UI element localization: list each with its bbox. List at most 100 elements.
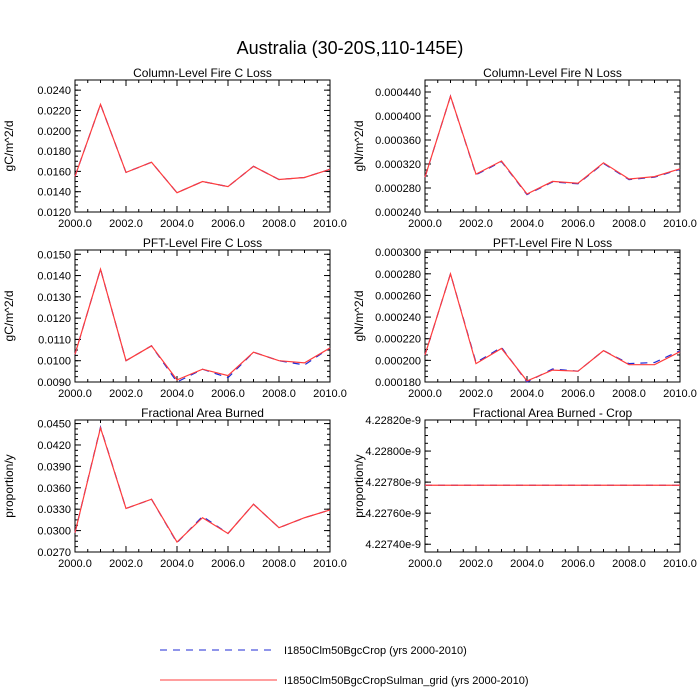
y-tick-label: 0.0180 bbox=[37, 146, 71, 158]
legend: I1850Clm50BgcCrop (yrs 2000-2010) I1850C… bbox=[160, 645, 529, 687]
panel-6: Fractional Area Burned - Crop 2000.0 2002.… bbox=[352, 406, 697, 570]
x-tick-label: 2006.0 bbox=[211, 388, 245, 400]
x-tick-label: 2004.0 bbox=[510, 558, 544, 570]
y-axis-label: gN/m^2/d bbox=[352, 121, 366, 172]
x-tick-label: 2006.0 bbox=[561, 388, 595, 400]
y-tick-label: 4.22800e-9 bbox=[365, 446, 421, 458]
x-tick-label: 2010.0 bbox=[313, 218, 347, 230]
y-tick-label: 0.0140 bbox=[37, 271, 71, 283]
y-tick-label: 0.000440 bbox=[375, 87, 421, 99]
y-tick-label: 0.0270 bbox=[37, 547, 71, 559]
y-tick-label: 0.0200 bbox=[37, 126, 71, 138]
y-tick-label: 0.0160 bbox=[37, 166, 71, 178]
y-tick-label: 0.000300 bbox=[375, 247, 421, 259]
panel-5: Fractional Area Burned 2000.0 2002.0 2004.0… bbox=[2, 406, 347, 570]
y-tick-label: 0.0360 bbox=[37, 483, 71, 495]
legend-label-series1: I1850Clm50BgcCrop (yrs 2000-2010) bbox=[284, 645, 467, 657]
x-tick-label: 2008.0 bbox=[262, 388, 296, 400]
series-line-1 bbox=[424, 271, 681, 383]
panel-1: Column-Level Fire C Loss 2000.0 2002.0 2004… bbox=[2, 66, 347, 230]
y-tick-label: 0.000360 bbox=[375, 135, 421, 147]
x-tick-label: 2008.0 bbox=[612, 388, 646, 400]
x-tick-label: 2000.0 bbox=[58, 558, 92, 570]
x-tick-label: 2004.0 bbox=[160, 388, 194, 400]
x-tick-label: 2008.0 bbox=[612, 218, 646, 230]
x-tick-label: 2000.0 bbox=[408, 388, 442, 400]
plot-frame bbox=[74, 419, 331, 553]
y-tick-label: 0.0130 bbox=[37, 292, 71, 304]
y-tick-label: 0.000280 bbox=[375, 183, 421, 195]
y-axis-label: gC/m^2/d bbox=[2, 121, 16, 172]
y-tick-label: 0.0090 bbox=[37, 377, 71, 389]
panel-4: PFT-Level Fire N Loss 2000.0 2002.0 2004.0 2… bbox=[352, 236, 697, 400]
series-line-1 bbox=[74, 424, 331, 544]
y-tick-label: 0.000320 bbox=[375, 159, 421, 171]
figure-title: Australia (30-20S,110-145E) bbox=[237, 38, 464, 58]
plot-frame bbox=[424, 249, 681, 383]
panel-3: PFT-Level Fire C Loss 2000.0 2002.0 2004.0 2… bbox=[2, 236, 347, 400]
x-tick-label: 2002.0 bbox=[109, 558, 143, 570]
y-tick-label: 0.000240 bbox=[375, 207, 421, 219]
series-line-2 bbox=[74, 425, 331, 543]
series-line-2 bbox=[74, 266, 331, 381]
x-tick-label: 2006.0 bbox=[561, 558, 595, 570]
y-axis-label: proportion/y bbox=[352, 454, 366, 517]
y-axis-label: proportion/y bbox=[2, 454, 16, 517]
x-tick-label: 2002.0 bbox=[459, 218, 493, 230]
y-axis-label: gC/m^2/d bbox=[2, 291, 16, 342]
y-tick-label: 4.22760e-9 bbox=[365, 508, 421, 520]
panel-title: Column-Level Fire C Loss bbox=[133, 66, 272, 80]
series-line-2 bbox=[74, 102, 331, 194]
x-tick-label: 2004.0 bbox=[510, 218, 544, 230]
x-tick-label: 2010.0 bbox=[663, 388, 697, 400]
y-tick-label: 0.0330 bbox=[37, 504, 71, 516]
x-tick-label: 2000.0 bbox=[408, 218, 442, 230]
x-tick-label: 2004.0 bbox=[160, 218, 194, 230]
plot-frame bbox=[424, 79, 681, 213]
panel-title: Fractional Area Burned bbox=[141, 406, 264, 420]
y-tick-label: 4.22740e-9 bbox=[365, 539, 421, 551]
x-tick-label: 2006.0 bbox=[211, 558, 245, 570]
y-tick-label: 0.0450 bbox=[37, 419, 71, 431]
y-tick-label: 0.0110 bbox=[38, 334, 71, 346]
panel-title: PFT-Level Fire C Loss bbox=[143, 236, 262, 250]
plot-frame bbox=[74, 79, 331, 213]
y-tick-label: 0.000220 bbox=[375, 334, 421, 346]
y-tick-label: 0.0220 bbox=[37, 105, 71, 117]
y-tick-label: 0.0120 bbox=[37, 207, 71, 219]
y-tick-label: 0.000400 bbox=[375, 111, 421, 123]
y-tick-label: 0.000280 bbox=[375, 269, 421, 281]
x-tick-label: 2002.0 bbox=[109, 388, 143, 400]
panel-title: PFT-Level Fire N Loss bbox=[493, 236, 612, 250]
x-tick-label: 2010.0 bbox=[663, 558, 697, 570]
series-line-1 bbox=[74, 102, 331, 194]
y-tick-label: 0.0120 bbox=[37, 313, 71, 325]
y-tick-label: 0.0300 bbox=[37, 526, 71, 538]
x-tick-label: 2000.0 bbox=[58, 388, 92, 400]
series-line-2 bbox=[424, 94, 681, 195]
x-tick-label: 2006.0 bbox=[211, 218, 245, 230]
x-tick-label: 2002.0 bbox=[459, 558, 493, 570]
x-tick-label: 2004.0 bbox=[510, 388, 544, 400]
y-tick-label: 0.000260 bbox=[375, 290, 421, 302]
plot-frame bbox=[424, 419, 681, 553]
panel-title: Column-Level Fire N Loss bbox=[483, 66, 622, 80]
y-tick-label: 4.22780e-9 bbox=[365, 477, 421, 489]
x-tick-label: 2008.0 bbox=[262, 558, 296, 570]
x-tick-label: 2000.0 bbox=[58, 218, 92, 230]
y-tick-label: 0.000240 bbox=[375, 312, 421, 324]
series-line-1 bbox=[424, 94, 681, 196]
legend-label-series2: I1850Clm50BgcCropSulman_grid (yrs 2000-2… bbox=[284, 675, 529, 687]
x-tick-label: 2008.0 bbox=[612, 558, 646, 570]
x-tick-label: 2010.0 bbox=[663, 218, 697, 230]
series-line-2 bbox=[424, 271, 681, 382]
x-tick-label: 2008.0 bbox=[262, 218, 296, 230]
x-tick-label: 2010.0 bbox=[313, 558, 347, 570]
series-line-1 bbox=[74, 266, 331, 383]
x-tick-label: 2004.0 bbox=[160, 558, 194, 570]
x-tick-label: 2006.0 bbox=[561, 218, 595, 230]
y-tick-label: 0.0240 bbox=[37, 85, 71, 97]
x-tick-label: 2000.0 bbox=[408, 558, 442, 570]
panels-group: Column-Level Fire C Loss 2000.0 2002.0 2004… bbox=[2, 66, 697, 570]
